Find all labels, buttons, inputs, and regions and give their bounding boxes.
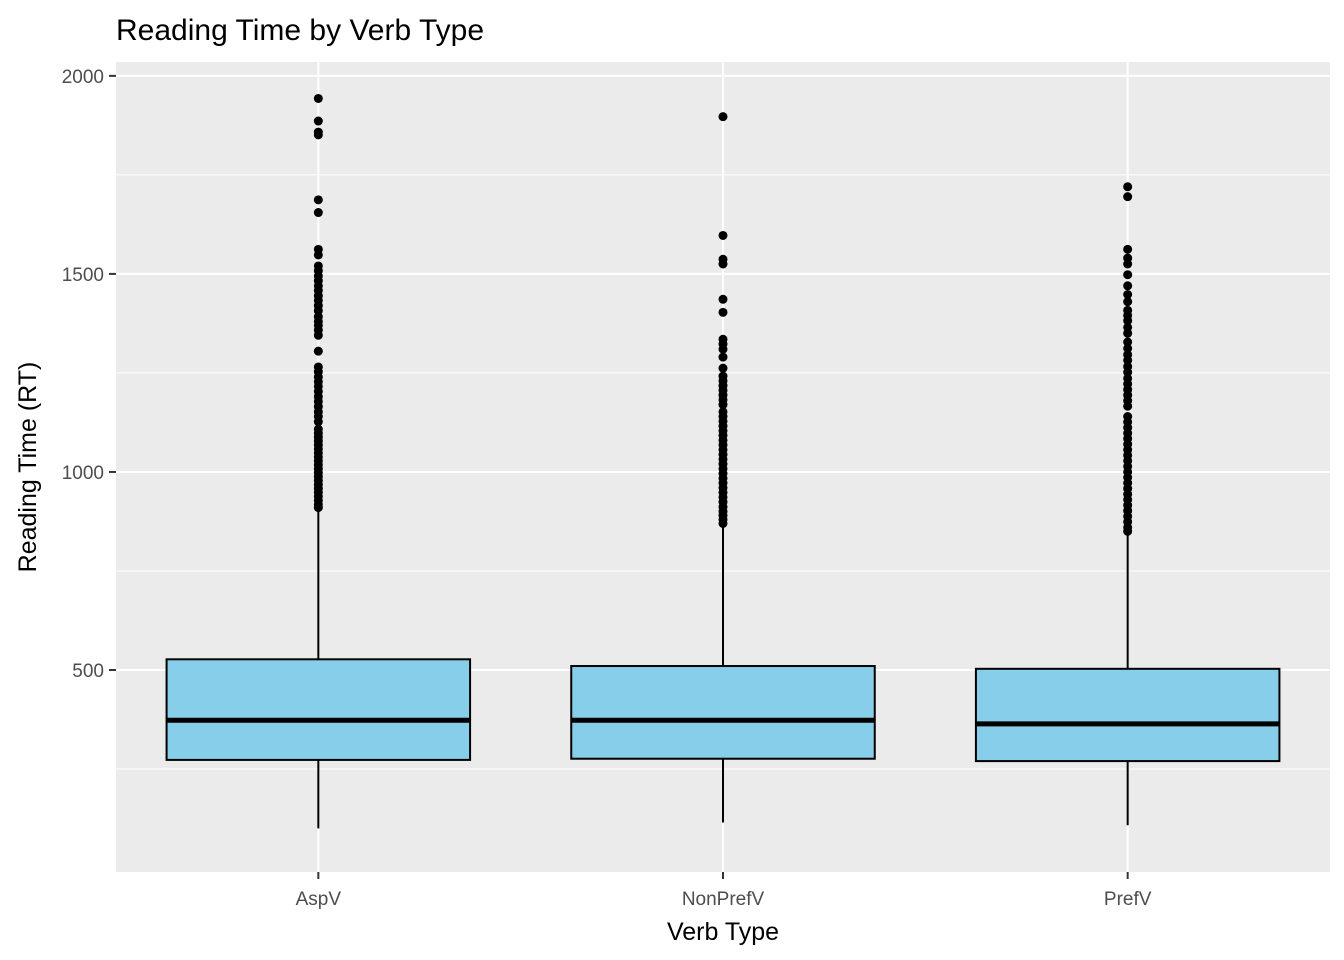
boxes: [165, 93, 1281, 829]
outlier-point: [313, 346, 323, 356]
outlier-point: [1123, 355, 1133, 365]
outlier-point: [313, 116, 323, 126]
outlier-point: [718, 400, 728, 410]
outlier-point: [313, 130, 323, 140]
x-tick-label: AspV: [296, 889, 342, 910]
outlier-point: [1123, 290, 1133, 300]
outlier-point: [1123, 192, 1133, 202]
outlier-point: [1123, 281, 1133, 291]
outlier-point: [1123, 328, 1133, 338]
y-axis: 500 1000 1500 2000: [62, 67, 116, 682]
x-tick-label: NonPrefV: [682, 889, 765, 910]
outlier-point: [718, 294, 728, 304]
outlier-point: [718, 352, 728, 362]
outlier-point: [718, 112, 728, 122]
outlier-point: [1123, 343, 1133, 353]
box-iqr: [974, 667, 1281, 763]
outlier-point: [313, 195, 323, 205]
outlier-point: [718, 230, 728, 240]
outlier-point: [1123, 367, 1133, 377]
outlier-point: [313, 93, 323, 103]
chart-title: Reading Time by Verb Type: [116, 14, 484, 47]
outlier-point: [718, 363, 728, 373]
outlier-point: [1123, 182, 1133, 192]
outlier-point: [718, 518, 728, 528]
outlier-point: [1123, 297, 1133, 307]
box-AspV: [165, 93, 472, 829]
outlier-point: [1123, 401, 1133, 411]
outlier-point: [718, 307, 728, 317]
y-axis-title: Reading Time (RT): [14, 362, 42, 573]
outlier-point: [718, 259, 728, 269]
outlier-point: [1123, 526, 1133, 536]
outlier-point: [1123, 270, 1133, 280]
box-NonPrefV: [570, 112, 876, 823]
outlier-point: [313, 417, 323, 427]
outlier-point: [313, 250, 323, 260]
outlier-point: [1123, 244, 1133, 254]
outlier-point: [1123, 316, 1133, 326]
x-axis-title: Verb Type: [667, 918, 779, 946]
box-iqr: [165, 658, 472, 761]
y-tick-label: 1500: [62, 265, 104, 286]
x-axis: AspV NonPrefV PrefV: [296, 872, 1152, 910]
y-tick-label: 500: [72, 661, 104, 682]
outlier-point: [1123, 259, 1133, 269]
outlier-point: [718, 344, 728, 354]
outlier-point: [313, 208, 323, 218]
y-tick-label: 2000: [62, 67, 104, 88]
outlier-point: [313, 330, 323, 340]
outlier-point: [313, 503, 323, 513]
box-iqr: [570, 665, 876, 760]
outlier-point: [1123, 337, 1133, 347]
x-tick-label: PrefV: [1104, 889, 1152, 910]
box-PrefV: [974, 182, 1281, 826]
y-tick-label: 1000: [62, 463, 104, 484]
